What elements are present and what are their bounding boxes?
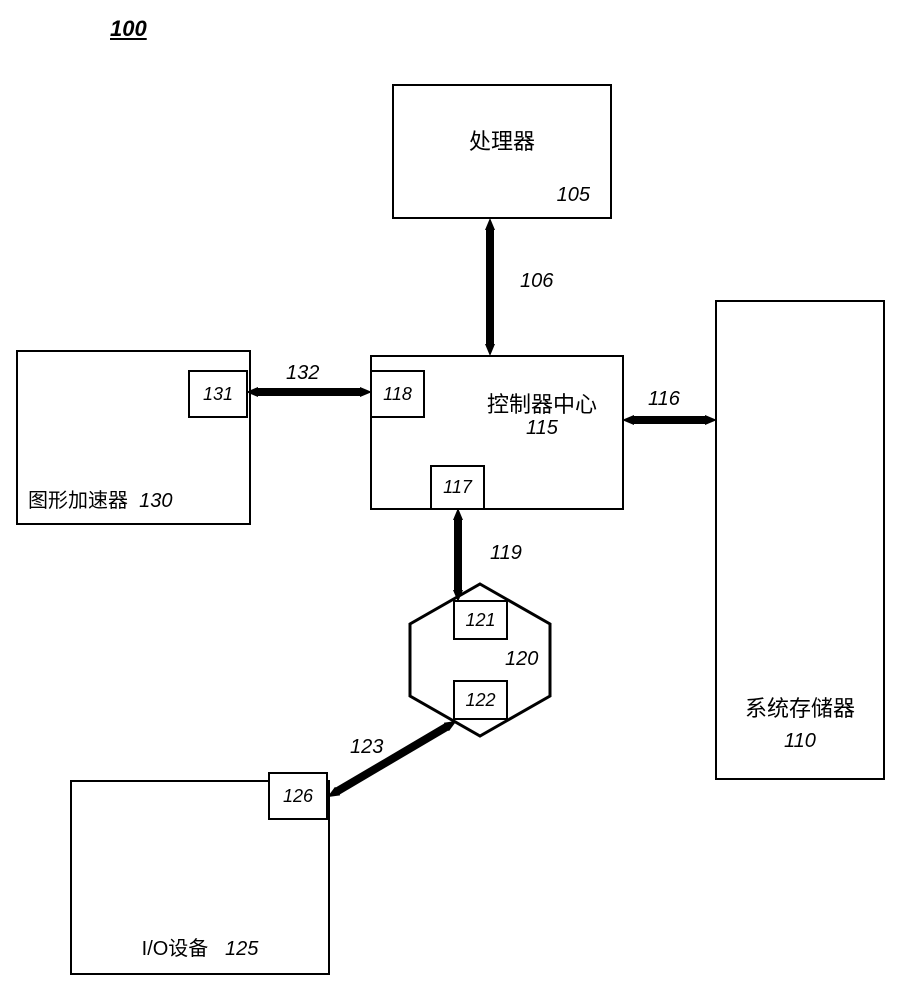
- hexagon-ref: 120: [505, 648, 538, 671]
- processor-block: 处理器 105: [392, 84, 612, 219]
- edge-123-label: 123: [350, 736, 383, 759]
- gfx-label-text: 图形加速器: [28, 490, 128, 512]
- port-131: 131: [188, 370, 248, 418]
- figure-ref-label: 100: [110, 16, 147, 42]
- io-label-text: I/O设备: [142, 938, 209, 960]
- processor-ref: 105: [557, 184, 590, 207]
- edge-116-label: 116: [648, 388, 680, 411]
- gfx-label: 图形加速器 130: [28, 484, 173, 513]
- memory-block: 系统存储器 110: [715, 300, 885, 780]
- controller-label: 控制器中心: [462, 387, 622, 419]
- edge-106-label: 106: [520, 270, 553, 293]
- port-122: 122: [453, 680, 508, 720]
- gfx-ref: 130: [139, 490, 172, 512]
- memory-label: 系统存储器: [717, 691, 883, 723]
- edge-119-label: 119: [490, 542, 522, 565]
- processor-label: 处理器: [394, 124, 610, 156]
- port-118: 118: [370, 370, 425, 418]
- memory-ref: 110: [717, 730, 883, 753]
- port-121: 121: [453, 600, 508, 640]
- edge-132-label: 132: [286, 362, 319, 385]
- controller-ref: 115: [462, 417, 622, 440]
- io-ref: 125: [225, 938, 258, 960]
- port-126: 126: [268, 772, 328, 820]
- port-117: 117: [430, 465, 485, 510]
- diagram-canvas: 100 处理器 105 控制器中心 115 图形加速器 130 系统存储器 11…: [0, 0, 901, 1000]
- io-label: I/O设备 125: [72, 932, 328, 961]
